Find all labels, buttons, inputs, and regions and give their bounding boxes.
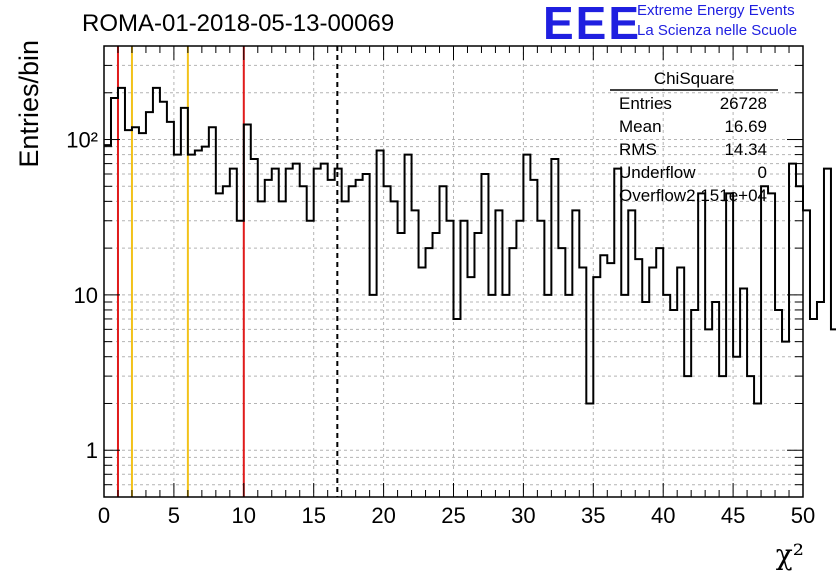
x-axis-label: χ² [776,538,804,571]
stats-label-underflow: Underflow [619,163,696,182]
x-tick-label: 45 [721,503,745,528]
x-tick-label: 50 [791,503,815,528]
y-tick-labels: 1 10 10² [66,128,98,464]
stats-value-mean: 16.69 [724,117,767,136]
stats-value-underflow: 0 [758,163,767,182]
x-tick-label: 30 [511,503,535,528]
x-tick-labels: 0 5 10 15 20 25 30 35 40 45 50 [98,503,815,528]
stats-label-rms: RMS [619,140,657,159]
x-tick-label: 15 [301,503,325,528]
eee-logo: EEE [543,0,642,49]
x-tick-label: 0 [98,503,110,528]
stats-value-overflow: 2.151e+04 [686,186,767,205]
y-tick-label: 10 [74,283,98,308]
stats-title: ChiSquare [654,69,734,88]
stats-label-entries: Entries [619,94,672,113]
stats-label-overflow: Overflow [619,186,687,205]
logo-tagline-2: La Scienza nelle Scuole [637,22,798,39]
stats-value-rms: 14.34 [724,140,767,159]
logo-tagline-1: Extreme Energy Events [637,2,795,19]
stats-value-entries: 26728 [720,94,767,113]
plot-frame [103,45,804,498]
x-tick-label: 10 [232,503,256,528]
stats-box: ChiSquare Entries 26728 Mean 16.69 RMS 1… [610,69,778,205]
y-tick-label: 1 [86,438,98,463]
chart-title: ROMA-01-2018-05-13-00069 [82,10,395,37]
marker-lines [116,46,339,497]
y-axis-label: Entries/bin [14,40,44,168]
x-tick-label: 25 [441,503,465,528]
x-tick-label: 35 [581,503,605,528]
x-tick-label: 20 [371,503,395,528]
x-tick-label: 40 [651,503,675,528]
histogram-line [104,86,836,405]
y-tick-label: 10² [66,128,98,153]
x-tick-label: 5 [168,503,180,528]
stats-label-mean: Mean [619,117,662,136]
